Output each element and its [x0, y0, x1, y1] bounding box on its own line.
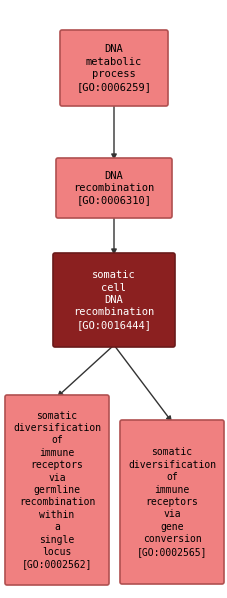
FancyBboxPatch shape — [5, 395, 109, 585]
Text: DNA
recombination
[GO:0006310]: DNA recombination [GO:0006310] — [73, 170, 154, 205]
Text: somatic
cell
DNA
recombination
[GO:0016444]: somatic cell DNA recombination [GO:00164… — [73, 270, 154, 330]
Text: somatic
diversification
of
immune
receptors
via
gene
conversion
[GO:0002565]: somatic diversification of immune recept… — [127, 447, 215, 557]
FancyBboxPatch shape — [119, 420, 223, 584]
FancyBboxPatch shape — [56, 158, 171, 218]
FancyBboxPatch shape — [60, 30, 167, 106]
Text: DNA
metabolic
process
[GO:0006259]: DNA metabolic process [GO:0006259] — [76, 44, 151, 91]
Text: somatic
diversification
of
immune
receptors
via
germline
recombination
within
a
: somatic diversification of immune recept… — [13, 411, 101, 569]
FancyBboxPatch shape — [53, 253, 174, 347]
